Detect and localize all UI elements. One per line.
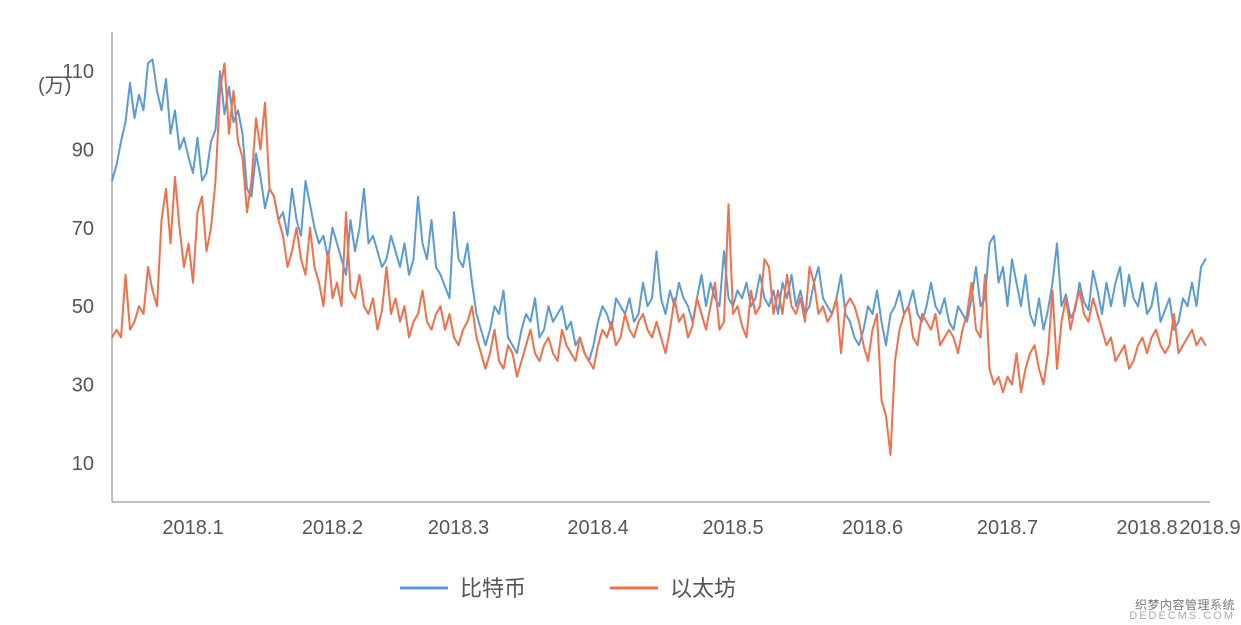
x-tick-label: 2018.5 — [702, 517, 763, 539]
chart-container: (万)10305070901102018.12018.22018.32018.4… — [0, 0, 1241, 625]
line-chart: (万)10305070901102018.12018.22018.32018.4… — [0, 0, 1241, 625]
legend-label: 以太坊 — [670, 576, 736, 601]
x-tick-label: 2018.1 — [162, 517, 223, 539]
y-tick-label: 50 — [72, 296, 94, 318]
y-tick-label: 70 — [72, 218, 94, 240]
y-tick-label: 10 — [72, 453, 94, 475]
y-tick-label: 90 — [72, 140, 94, 162]
x-tick-label: 2018.6 — [842, 517, 903, 539]
x-tick-label: 2018.7 — [977, 517, 1038, 539]
legend-label: 比特币 — [460, 576, 526, 601]
y-tick-label: 110 — [62, 61, 94, 83]
x-tick-label: 2018.3 — [428, 517, 489, 539]
x-tick-label: 2018.9 — [1179, 517, 1240, 539]
y-tick-label: 30 — [72, 375, 94, 397]
x-tick-label: 2018.4 — [567, 517, 628, 539]
x-tick-label: 2018.8 — [1116, 517, 1177, 539]
x-tick-label: 2018.2 — [302, 517, 363, 539]
